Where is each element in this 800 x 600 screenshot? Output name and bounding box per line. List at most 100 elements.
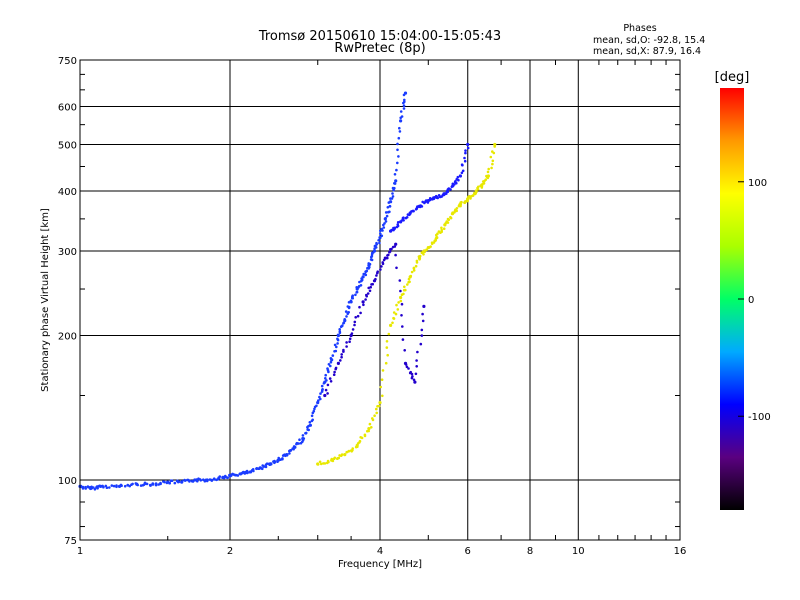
data-point [326,383,330,387]
data-point [394,242,398,246]
data-point [342,322,345,325]
data-point [298,438,301,442]
data-point [393,226,397,230]
data-point [379,385,383,389]
data-point [389,323,393,327]
data-point [262,465,266,468]
data-point [358,439,362,443]
data-point [351,447,355,450]
data-point [464,149,467,152]
data-point [363,433,367,437]
data-point [347,449,351,453]
data-point [405,216,409,219]
data-point [196,479,199,483]
data-point [81,487,85,490]
data-point [265,462,269,466]
data-point [226,476,229,480]
data-point [273,459,276,463]
data-point [324,388,328,392]
data-point [463,159,467,163]
data-point [491,162,494,166]
data-point [466,197,469,201]
data-point [183,478,186,482]
data-point [151,482,155,485]
data-point [292,445,296,448]
data-point [466,146,470,150]
data-point [396,148,399,152]
data-point [356,442,360,445]
data-point [329,360,333,364]
data-point [455,207,459,210]
data-point [373,414,376,418]
data-point [393,182,396,185]
data-point [108,486,111,489]
data-point [355,443,359,448]
data-point [410,270,414,274]
data-point [375,241,378,245]
data-point [337,456,341,460]
data-point [347,305,351,309]
data-point [394,179,398,183]
data-point [396,221,400,224]
data-point [398,130,402,133]
data-point [356,314,360,318]
data-point [395,303,398,307]
data-point [358,305,361,309]
data-point [396,161,399,165]
x-axis-label: Frequency [MHz] [338,559,422,570]
data-point [460,163,464,166]
data-point [354,293,357,297]
data-point [430,241,434,244]
data-point [477,185,480,189]
data-point [343,318,347,321]
data-point [377,404,381,408]
data-point [399,119,403,123]
data-point [362,272,366,276]
data-point [317,399,320,402]
data-point [367,429,371,433]
data-point [466,142,470,147]
data-point [334,349,338,353]
data-point [313,407,316,411]
data-point [236,474,240,477]
data-point [413,380,417,384]
data-point [315,404,318,408]
data-point [245,469,249,473]
y-tick-label: 100 [58,476,77,487]
data-point [396,308,400,311]
data-point [318,460,322,464]
colorbar-label: [deg] [715,70,750,85]
data-point [308,421,312,424]
data-point [486,174,490,178]
data-point [370,426,373,429]
data-point [390,228,393,232]
data-point [386,206,390,209]
data-point [110,484,114,487]
x-tick-label: 4 [377,546,383,557]
data-point [400,115,404,118]
data-point [440,228,444,232]
y-tick-label: 75 [64,536,77,547]
data-point [331,354,335,357]
data-point [308,423,312,427]
grid-lines [80,60,680,540]
data-point [326,392,329,395]
data-point [311,418,315,422]
data-point [347,311,351,314]
data-point [340,355,343,359]
data-point [359,311,362,315]
data-point [383,256,387,260]
data-point [379,229,382,233]
data-point [336,337,339,341]
data-point [252,469,255,473]
data-point [342,348,345,352]
data-point [390,247,393,251]
data-point [345,345,348,348]
data-point [491,150,494,153]
data-point [403,100,406,104]
data-point [456,175,460,179]
data-point [392,311,396,314]
data-point [340,453,344,456]
data-point [458,174,462,178]
data-point [170,479,174,483]
